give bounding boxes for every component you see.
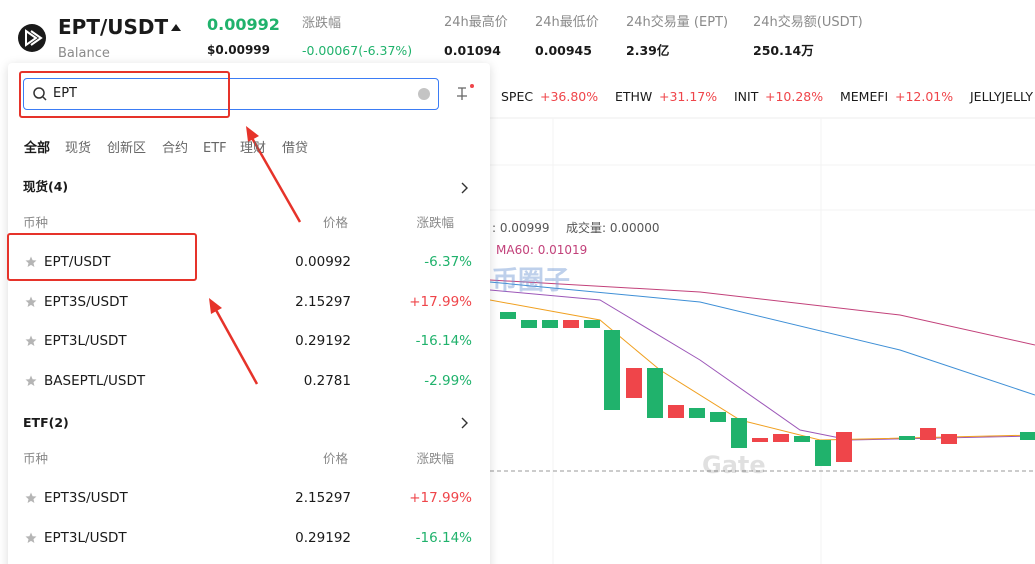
- column-header[interactable]: 涨跌幅: [416, 451, 454, 466]
- ma-line: [489, 289, 1035, 441]
- stat-label: 24h最高价: [444, 15, 508, 30]
- pair-price: 0.29192: [295, 529, 351, 546]
- category-tab[interactable]: 全部: [24, 141, 51, 156]
- stat-value: 0.00945: [535, 43, 592, 58]
- chart-info: 成交量: 0.00000: [566, 221, 660, 235]
- ticker-name[interactable]: SPEC: [501, 89, 534, 104]
- pair-change: +17.99%: [409, 490, 472, 506]
- column-header: 币种: [23, 215, 49, 230]
- pair-name[interactable]: BASEPTL/USDT: [44, 372, 146, 389]
- star-shape: [25, 335, 37, 346]
- pair-dropdown[interactable]: [171, 24, 181, 31]
- favorite-star[interactable]: [25, 256, 37, 268]
- pair-name[interactable]: EPT3L/USDT: [44, 333, 127, 349]
- star-shape: [25, 296, 37, 307]
- favorite-star[interactable]: [25, 375, 37, 387]
- ticker-change: +10.28%: [765, 89, 824, 104]
- pair-price: 0.29192: [295, 333, 351, 349]
- stat-label: 涨跌幅: [302, 16, 342, 31]
- star-shape: [25, 375, 37, 386]
- ticker-change: +31.17%: [659, 89, 718, 104]
- star-shape: [25, 492, 37, 503]
- stat-label: 24h交易额(USDT): [753, 15, 863, 30]
- watermark: 币圈子: [492, 266, 571, 296]
- star-shape: [25, 532, 37, 543]
- pair-title[interactable]: EPT/USDT: [58, 15, 169, 39]
- pair-name[interactable]: EPT3S/USDT: [44, 293, 128, 310]
- pair-price: 2.15297: [295, 490, 351, 506]
- pair-change: +17.99%: [409, 293, 472, 310]
- price-usd: $0.00999: [207, 43, 271, 57]
- favorite-star[interactable]: [25, 335, 37, 347]
- category-tab[interactable]: 理财: [240, 141, 267, 156]
- ticker-change: +36.80%: [540, 89, 599, 104]
- category-tab[interactable]: 合约: [162, 141, 189, 156]
- search-input[interactable]: [23, 78, 439, 110]
- chart-info: : 0.00999: [492, 221, 550, 235]
- section-title[interactable]: ETF(2): [23, 415, 69, 430]
- column-header: 价格: [322, 451, 348, 466]
- ticker-name[interactable]: JELLYJELLY: [970, 89, 1033, 104]
- pair-price: 0.00992: [295, 254, 351, 270]
- ma-label: MA60: 0.01019: [496, 243, 588, 257]
- last-price: 0.00992: [207, 15, 280, 34]
- pair-change: -16.14%: [415, 333, 472, 349]
- ma-line: [489, 299, 1035, 441]
- pair-price: 0.2781: [303, 372, 351, 389]
- ticker-name[interactable]: ETHW: [615, 89, 653, 104]
- favorite-star[interactable]: [25, 532, 37, 544]
- category-tab[interactable]: ETF: [203, 141, 227, 156]
- category-tab[interactable]: 借贷: [282, 141, 309, 156]
- logo-mark: [25, 29, 43, 47]
- pair-subtitle: Balance: [58, 46, 110, 61]
- pair-name[interactable]: EPT/USDT: [44, 254, 111, 270]
- column-header[interactable]: 涨跌幅: [416, 215, 454, 230]
- pair-name[interactable]: EPT3L/USDT: [44, 529, 127, 546]
- ticker-change: +12.01%: [895, 89, 954, 104]
- change-value: -0.00067(-6.37%): [302, 43, 413, 58]
- stat-label: 24h最低价: [535, 15, 599, 30]
- search-query[interactable]: EPT: [53, 86, 77, 101]
- section-title[interactable]: 现货(4): [23, 179, 69, 194]
- favorite-star[interactable]: [25, 492, 37, 504]
- stat-value: 2.39亿: [626, 43, 670, 58]
- stat-value: 0.01094: [444, 43, 501, 58]
- pair-change: -16.14%: [415, 529, 472, 546]
- ma-line: [489, 281, 1035, 396]
- stat-label: 24h交易量 (EPT): [626, 15, 729, 30]
- pair-change: -6.37%: [424, 254, 472, 270]
- stat-value: 250.14万: [753, 43, 814, 58]
- favorite-star[interactable]: [25, 296, 37, 308]
- column-header: 币种: [23, 451, 49, 466]
- column-header: 价格: [322, 215, 348, 230]
- pair-name[interactable]: EPT3S/USDT: [44, 490, 128, 506]
- ticker-name[interactable]: INIT: [734, 89, 759, 104]
- category-tab[interactable]: 创新区: [107, 141, 147, 156]
- pair-price: 2.15297: [295, 293, 351, 310]
- category-tab[interactable]: 现货: [65, 141, 92, 156]
- candles: [500, 312, 1035, 466]
- ma-line: [489, 279, 1035, 346]
- ticker-name[interactable]: MEMEFI: [840, 89, 889, 104]
- star-shape: [25, 256, 37, 267]
- watermark: Gate: [702, 451, 766, 479]
- pair-change: -2.99%: [424, 372, 472, 389]
